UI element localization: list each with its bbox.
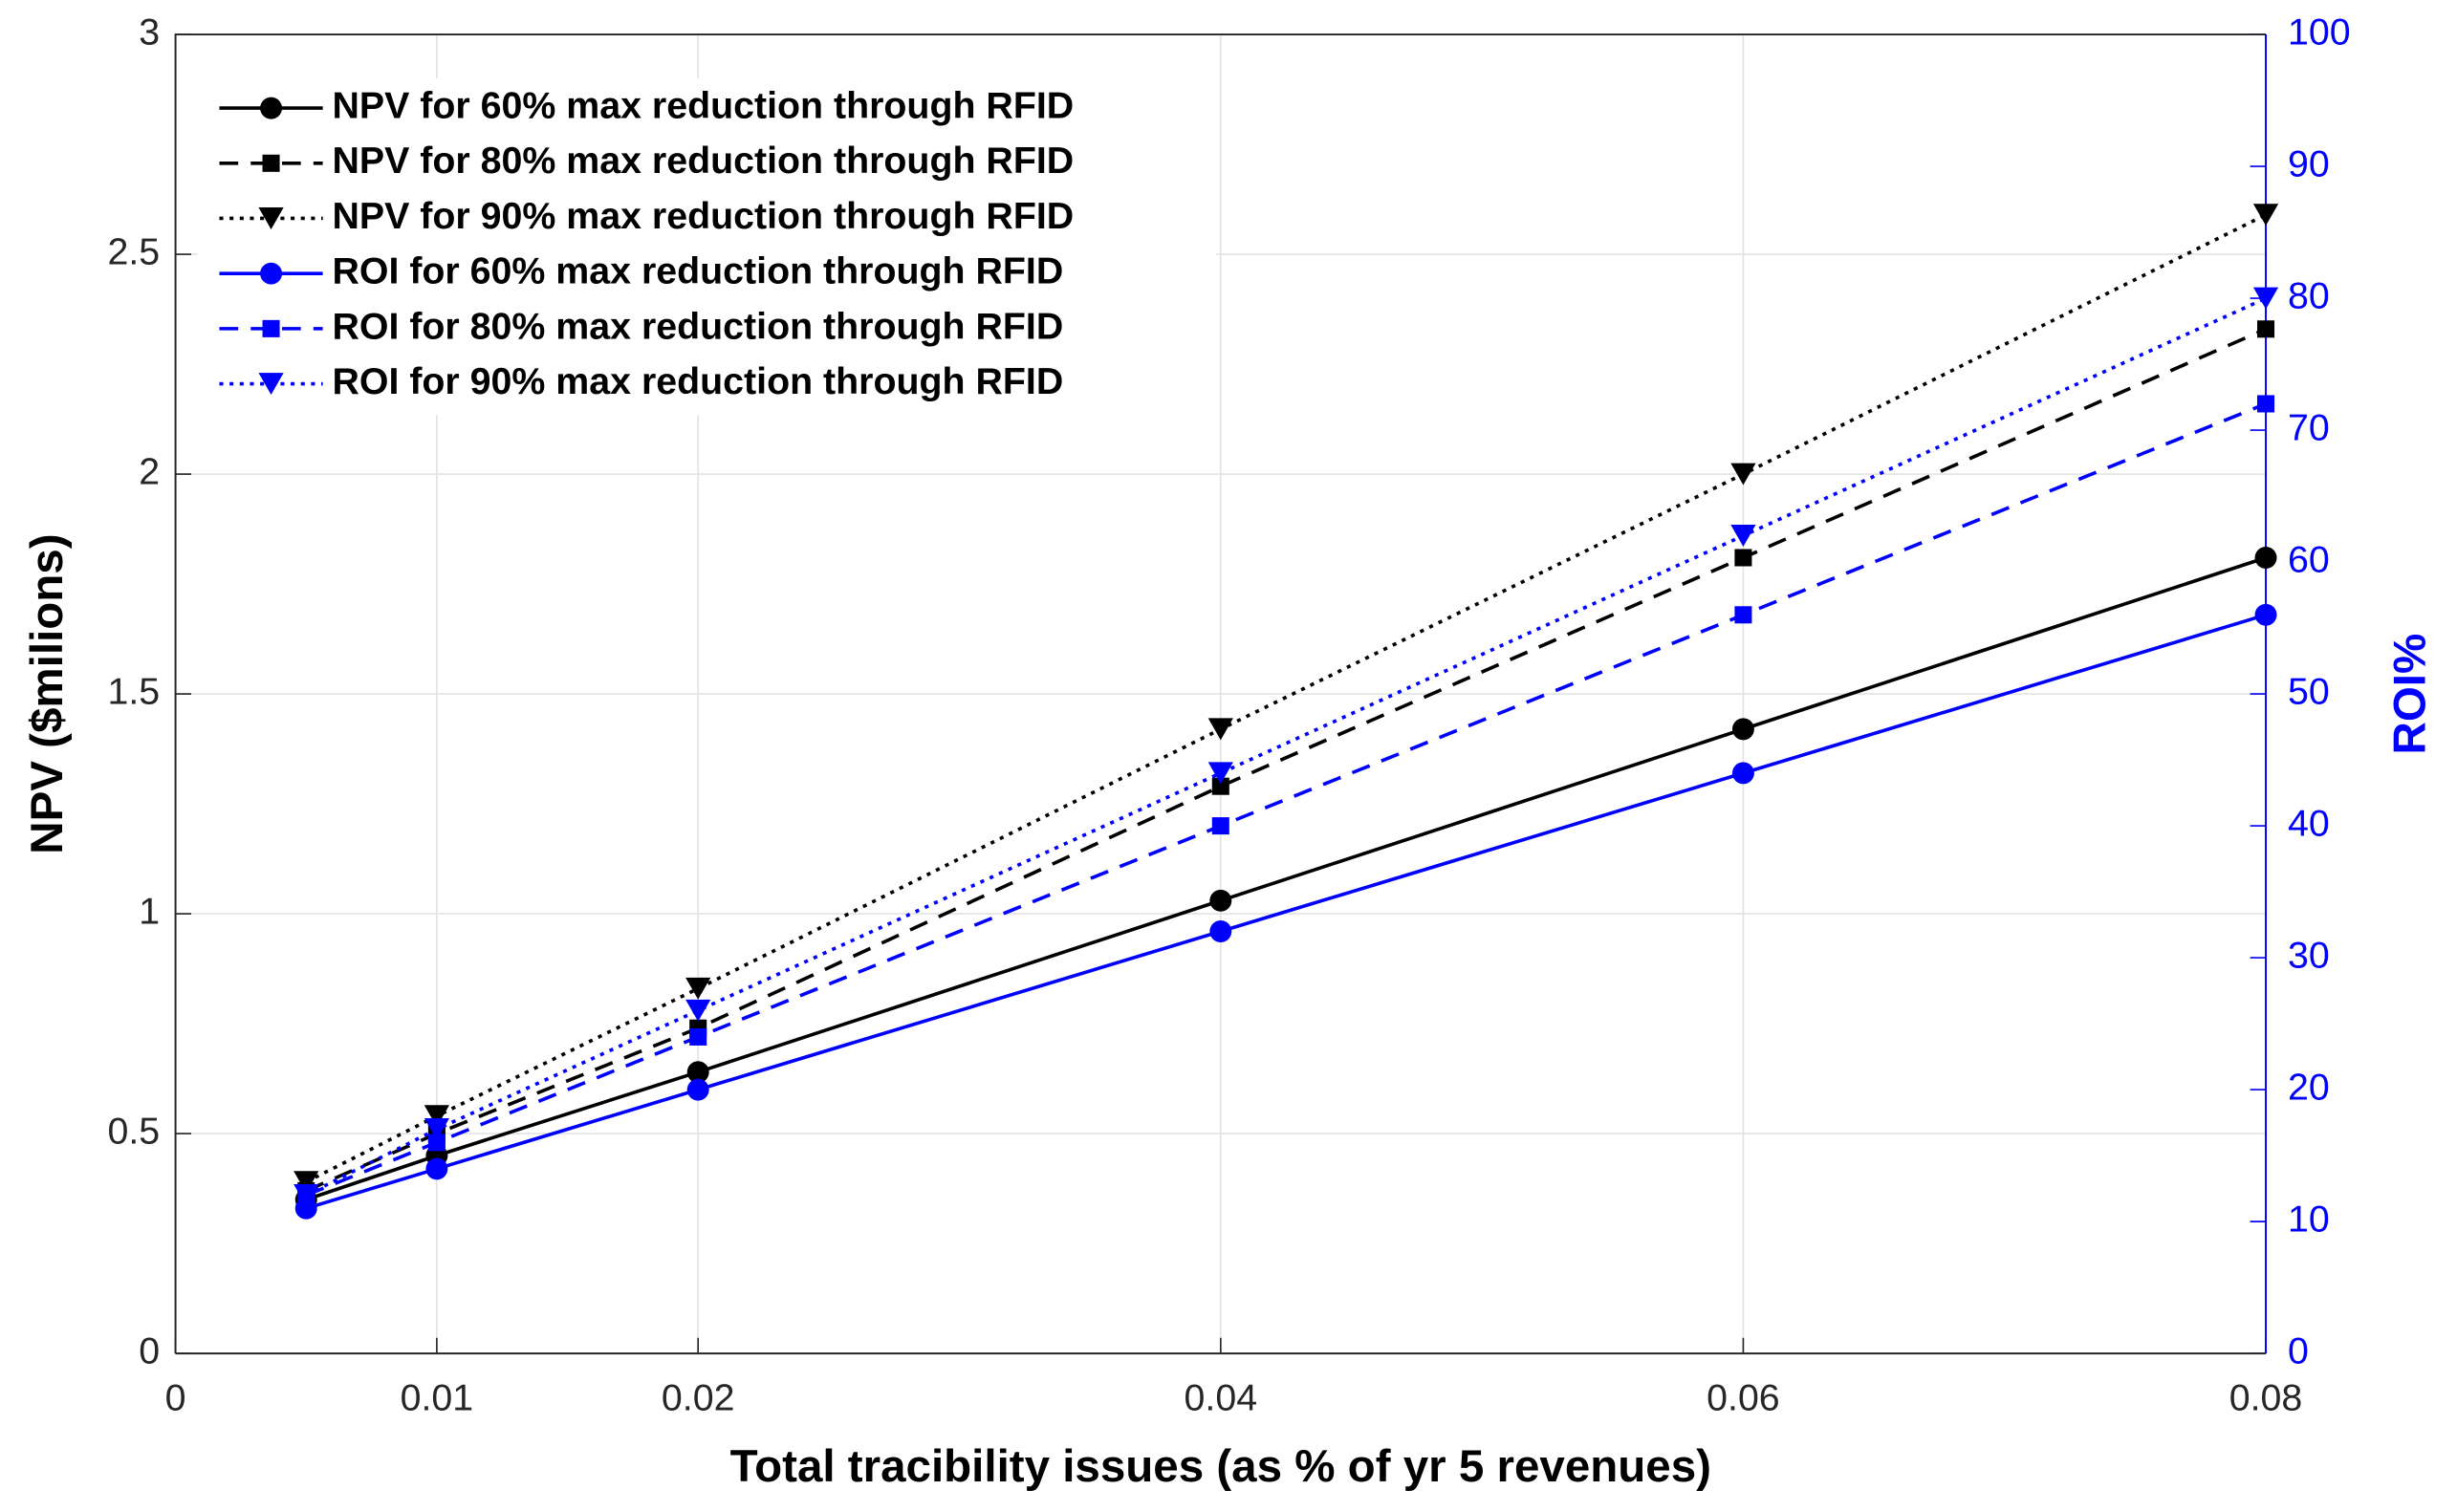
y2-axis-label: ROI% bbox=[2385, 634, 2436, 755]
y2-tick-label: 70 bbox=[2288, 406, 2330, 448]
marker bbox=[1734, 606, 1752, 624]
y2-tick-label: 10 bbox=[2288, 1199, 2330, 1241]
legend-label: NPV for 60% max reduction through RFID bbox=[332, 84, 1074, 126]
legend-marker bbox=[262, 154, 280, 172]
x-tick-label: 0 bbox=[165, 1377, 186, 1419]
marker bbox=[686, 1061, 709, 1084]
marker bbox=[424, 1105, 449, 1128]
x-axis-label: Total tracibility issues (as % of yr 5 r… bbox=[730, 1441, 1711, 1492]
x-tick-label: 0.06 bbox=[1707, 1377, 1780, 1419]
y-tick-label: 1.5 bbox=[108, 670, 161, 712]
y2-tick-label: 80 bbox=[2288, 274, 2330, 316]
legend-marker bbox=[258, 373, 284, 396]
marker bbox=[1730, 463, 1756, 486]
x-tick-label: 0.08 bbox=[2229, 1377, 2303, 1419]
legend-box bbox=[197, 77, 1216, 416]
marker bbox=[424, 1118, 449, 1140]
marker bbox=[686, 1078, 709, 1101]
marker bbox=[1731, 762, 1754, 785]
marker bbox=[1209, 889, 1232, 912]
marker bbox=[2257, 320, 2275, 338]
legend-marker bbox=[260, 97, 283, 119]
legend-label: NPV for 90% max reduction through RFID bbox=[332, 195, 1074, 237]
marker bbox=[1207, 718, 1233, 741]
legend-label: ROI for 90% max reduction through RFID bbox=[332, 360, 1063, 402]
legend: NPV for 60% max reduction through RFID NP… bbox=[197, 77, 1216, 416]
y2-tick-label: 40 bbox=[2288, 802, 2330, 844]
y-tick-label: 2.5 bbox=[108, 230, 161, 272]
y2-tick-label: 20 bbox=[2288, 1067, 2330, 1109]
marker bbox=[685, 977, 711, 1000]
marker bbox=[2252, 204, 2279, 227]
marker bbox=[1731, 718, 1754, 741]
series-line bbox=[305, 555, 2267, 1201]
marker bbox=[427, 1134, 446, 1152]
y2-tick-label: 100 bbox=[2288, 11, 2351, 53]
marker bbox=[1207, 762, 1233, 785]
series-line bbox=[305, 327, 2267, 1193]
marker bbox=[685, 999, 711, 1022]
marker bbox=[2257, 395, 2275, 413]
y-tick-label: 1 bbox=[139, 890, 160, 932]
y-tick-label: 3 bbox=[139, 11, 160, 53]
marker bbox=[1211, 817, 1229, 835]
marker bbox=[2254, 547, 2277, 569]
marker bbox=[1211, 777, 1229, 795]
marker bbox=[294, 1171, 319, 1194]
y2-tick-label: 0 bbox=[2288, 1330, 2309, 1372]
series-line bbox=[305, 613, 2267, 1211]
marker bbox=[1730, 525, 1756, 547]
legend-marker bbox=[260, 262, 283, 285]
y-tick-label: 0.5 bbox=[108, 1111, 161, 1153]
y-tick-label: 0 bbox=[139, 1330, 160, 1372]
y2-tick-label: 30 bbox=[2288, 934, 2330, 976]
legend-marker bbox=[262, 319, 280, 337]
y-tick-label: 2 bbox=[139, 450, 160, 492]
legend-label: NPV for 80% max reduction through RFID bbox=[332, 140, 1074, 182]
marker bbox=[2254, 603, 2277, 626]
x-tick-label: 0.01 bbox=[401, 1377, 474, 1419]
x-tick-label: 0.04 bbox=[1185, 1377, 1258, 1419]
legend-marker bbox=[258, 207, 284, 229]
marker bbox=[294, 1184, 319, 1206]
y2-tick-label: 50 bbox=[2288, 670, 2330, 712]
marker bbox=[689, 1027, 707, 1046]
legend-label: ROI for 60% max reduction through RFID bbox=[332, 250, 1063, 292]
series-line bbox=[305, 401, 2267, 1198]
legend-label: ROI for 80% max reduction through RFID bbox=[332, 305, 1063, 347]
y2-tick-label: 60 bbox=[2288, 538, 2330, 580]
x-tick-label: 0.02 bbox=[662, 1377, 735, 1419]
marker bbox=[425, 1157, 448, 1180]
y-axis-label: NPV ($milions) bbox=[22, 533, 73, 853]
y2-tick-label: 90 bbox=[2288, 142, 2330, 184]
marker bbox=[1209, 920, 1232, 942]
marker bbox=[2252, 287, 2279, 310]
marker bbox=[1734, 549, 1752, 567]
axes-box bbox=[174, 33, 2267, 1355]
